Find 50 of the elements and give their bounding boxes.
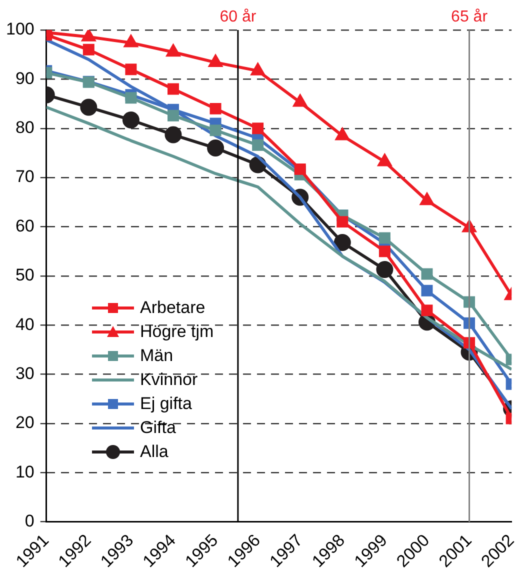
- point: [336, 128, 350, 140]
- y-tick-label: 70: [15, 167, 34, 186]
- y-tick-label: 10: [15, 462, 34, 482]
- point: [82, 44, 94, 56]
- point: [208, 54, 222, 67]
- y-tick-label: 50: [15, 266, 34, 285]
- ref-line-label: 60 år: [220, 8, 257, 26]
- y-tick-label: 0: [24, 512, 34, 531]
- legend-label: Kvinnor: [140, 370, 198, 390]
- point: [334, 234, 351, 251]
- point: [166, 44, 180, 57]
- legend-label: Alla: [140, 442, 168, 462]
- point: [167, 83, 179, 95]
- point: [421, 304, 433, 316]
- point: [207, 140, 224, 157]
- point: [420, 193, 434, 206]
- point: [378, 154, 392, 166]
- point: [125, 92, 137, 104]
- legend-label: Gifta: [140, 418, 176, 438]
- point: [252, 122, 264, 134]
- y-tick-label: 40: [15, 314, 34, 334]
- point: [210, 102, 222, 114]
- point: [125, 64, 137, 76]
- point: [82, 30, 96, 42]
- point: [378, 232, 390, 244]
- point: [252, 139, 264, 151]
- point: [378, 246, 390, 258]
- y-tick-label: 90: [15, 68, 34, 88]
- point: [122, 112, 140, 129]
- point: [336, 216, 348, 228]
- point: [421, 268, 433, 280]
- legend-label: Män: [140, 346, 174, 366]
- y-tick-label: 60: [15, 216, 34, 236]
- legend-label: Högre tjm: [140, 322, 214, 342]
- point: [210, 124, 222, 136]
- point: [164, 126, 182, 144]
- point: [167, 110, 179, 122]
- ref-line-label: 65 år: [451, 8, 488, 26]
- point: [124, 35, 138, 48]
- point: [421, 284, 433, 296]
- y-tick-label: 30: [15, 364, 34, 383]
- point: [251, 63, 265, 76]
- legend-label: Arbetare: [140, 298, 206, 318]
- point: [376, 261, 394, 278]
- legend-label: Ej gifta: [140, 394, 192, 414]
- y-tick-label: 20: [15, 413, 34, 432]
- y-tick-label: 80: [15, 118, 34, 138]
- point: [80, 98, 98, 116]
- point: [293, 94, 307, 107]
- y-tick-label: 100: [6, 20, 34, 39]
